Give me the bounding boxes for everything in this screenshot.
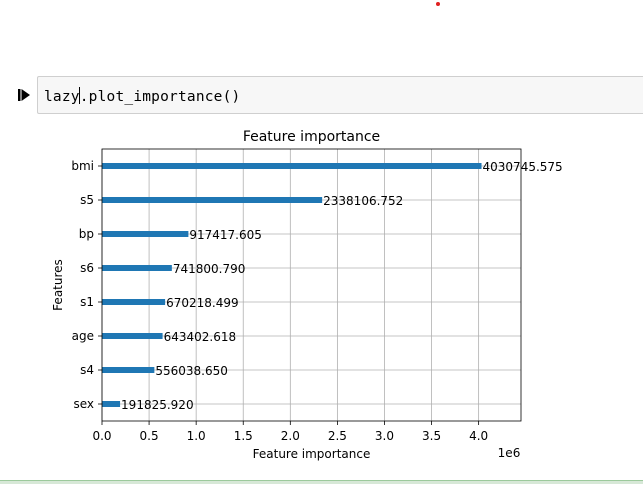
- y-tick-label-s4: s4: [80, 363, 94, 377]
- x-axis-offset-label: 1e6: [498, 446, 521, 460]
- bar-s4: [102, 367, 155, 373]
- code-input[interactable]: lazy.plot_importance(): [37, 76, 643, 114]
- x-tick-label: 1.5: [234, 429, 253, 443]
- feature-importance-chart: 4030745.575 2338106.752 917417.605 741800.7…: [51, 129, 563, 461]
- value-label-s1: 670218.499: [166, 296, 239, 310]
- bar-s1: [102, 299, 166, 305]
- text-caret: [79, 87, 81, 104]
- bar-s6: [102, 265, 172, 271]
- value-label-sex: 191825.920: [121, 398, 194, 412]
- y-tick-label-sex: sex: [73, 397, 94, 411]
- value-label-s5: 2338106.752: [323, 194, 403, 208]
- code-after-caret: .plot_importance(): [79, 89, 241, 105]
- bar-bmi: [102, 163, 482, 169]
- chart-title: Feature importance: [243, 129, 380, 145]
- axes-frame: [101, 148, 522, 422]
- value-label-s6: 741800.790: [173, 262, 246, 276]
- code-text[interactable]: lazy.plot_importance(): [44, 87, 240, 105]
- y-axis-label: Features: [51, 259, 65, 311]
- output-area-bottom-border: [0, 480, 643, 484]
- cell-output-plot: 4030745.575 2338106.752 917417.605 741800.7…: [0, 120, 643, 470]
- y-tick-label-age: age: [72, 329, 94, 343]
- y-tick-label-bp: bp: [79, 227, 94, 241]
- y-tick-label-s6: s6: [80, 261, 94, 275]
- x-axis-label: Feature importance: [253, 447, 371, 461]
- x-tick-label: 3.0: [375, 429, 394, 443]
- red-dot-marker: [436, 2, 440, 6]
- x-tick-label: 2.0: [281, 429, 300, 443]
- x-tick-label: 0.5: [140, 429, 159, 443]
- x-tick-label: 0.0: [92, 429, 111, 443]
- bar-bp: [102, 231, 189, 237]
- value-label-bp: 917417.605: [189, 228, 262, 242]
- y-tick-label-s1: s1: [80, 295, 94, 309]
- x-tick-label: 4.0: [469, 429, 488, 443]
- y-tick-label-bmi: bmi: [71, 159, 94, 173]
- run-cell-icon[interactable]: [17, 88, 31, 102]
- code-before-caret: lazy: [44, 89, 80, 105]
- x-tick-label: 2.5: [328, 429, 347, 443]
- bar-age: [102, 333, 163, 339]
- bar-s5: [102, 197, 323, 203]
- notebook-code-cell[interactable]: lazy.plot_importance(): [0, 76, 643, 116]
- value-label-bmi: 4030745.575: [483, 160, 563, 174]
- value-label-age: 643402.618: [164, 330, 237, 344]
- y-tick-label-s5: s5: [80, 193, 94, 207]
- bar-sex: [102, 401, 121, 407]
- value-label-s4: 556038.650: [155, 364, 228, 378]
- x-tick-label: 1.0: [187, 429, 206, 443]
- x-tick-label: 3.5: [422, 429, 441, 443]
